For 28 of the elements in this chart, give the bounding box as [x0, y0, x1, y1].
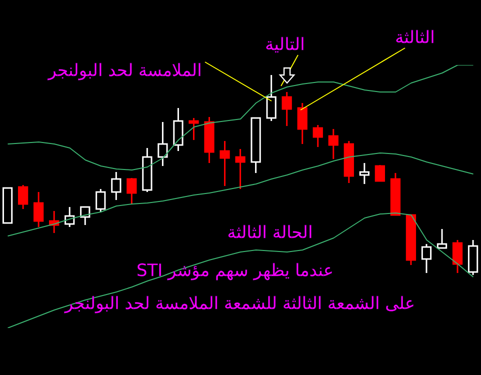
annotation: الملامسة لحد البولنجر — [47, 61, 202, 81]
candlestick — [436, 228, 448, 249]
candlestick — [297, 102, 308, 145]
text: التالية — [265, 35, 305, 55]
candlestick — [126, 177, 137, 205]
candlestick — [282, 91, 292, 127]
candlestick — [374, 164, 386, 182]
candlestick — [312, 124, 323, 148]
candlestick — [34, 191, 44, 228]
candlestick — [64, 206, 75, 228]
candlestick — [80, 206, 90, 226]
candlestick — [328, 128, 338, 160]
candlestick — [18, 184, 28, 210]
candlestick — [158, 121, 168, 167]
candlestick — [266, 74, 276, 122]
annotation: الحالة الثالثة — [227, 223, 313, 243]
annotation: عندما يظهر سهم مؤشر STI — [136, 261, 334, 281]
candlestick — [220, 140, 230, 187]
text: على الشمعة الثالثة للشمعة الملامسة لحد البولنجر — [64, 294, 416, 314]
candlestick — [452, 239, 463, 274]
candlestick — [421, 243, 432, 274]
candlestick — [359, 162, 370, 185]
text: الثالثة — [395, 28, 435, 48]
candlestick — [188, 117, 199, 141]
candlestick — [173, 107, 184, 152]
candlestick — [96, 188, 106, 213]
candlestick — [235, 148, 246, 190]
candlestick — [111, 171, 122, 201]
